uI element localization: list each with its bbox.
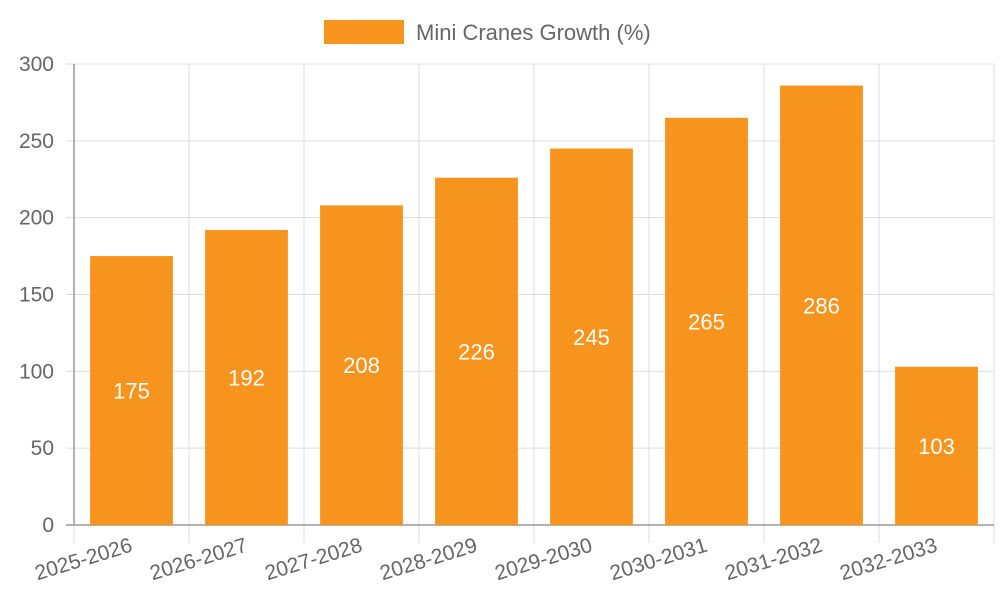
- bar[interactable]: [320, 205, 403, 525]
- bar[interactable]: [895, 366, 978, 525]
- x-tick-label: 2031-2032: [722, 534, 825, 585]
- x-tick-label: 2027-2028: [262, 534, 365, 585]
- y-tick-label: 50: [31, 437, 54, 460]
- data-label: 226: [458, 339, 495, 364]
- bar[interactable]: [90, 256, 173, 525]
- y-tick-label: 300: [19, 53, 54, 76]
- data-label: 245: [573, 325, 610, 350]
- bar[interactable]: [435, 177, 518, 526]
- data-label: 265: [688, 309, 725, 334]
- y-tick-labels: 0 50 100 150 200 250 300: [19, 53, 54, 537]
- data-label: 103: [918, 434, 955, 459]
- y-tick-label: 250: [19, 130, 54, 153]
- x-tick-label: 2030-2031: [607, 534, 710, 585]
- x-tick-label: 2026-2027: [147, 534, 250, 585]
- bar[interactable]: [205, 229, 288, 525]
- legend-swatch[interactable]: [324, 20, 404, 44]
- x-tick-labels: 2025-2026 2026-2027 2027-2028 2028-2029 2029…: [32, 534, 940, 585]
- y-tick-label: 200: [19, 207, 54, 230]
- data-label: 286: [803, 293, 840, 318]
- bar[interactable]: [780, 85, 863, 525]
- legend-label[interactable]: Mini Cranes Growth (%): [416, 20, 651, 45]
- bar[interactable]: [550, 148, 633, 525]
- x-tick-label: 2025-2026: [32, 534, 135, 585]
- data-label: 192: [228, 365, 265, 390]
- y-tick-label: 150: [19, 284, 54, 307]
- bar[interactable]: [665, 117, 748, 526]
- x-tick-label: 2028-2029: [377, 534, 480, 585]
- legend[interactable]: Mini Cranes Growth (%): [324, 20, 651, 45]
- x-tick-label: 2032-2033: [837, 534, 940, 585]
- data-label: 175: [113, 379, 150, 404]
- y-tick-label: 0: [42, 514, 54, 537]
- y-tick-label: 100: [19, 360, 54, 383]
- bars: [90, 85, 978, 526]
- x-tick-label: 2029-2030: [492, 534, 595, 585]
- data-labels: 175 192 208 226 245 265 286 103: [113, 293, 955, 459]
- data-label: 208: [343, 353, 380, 378]
